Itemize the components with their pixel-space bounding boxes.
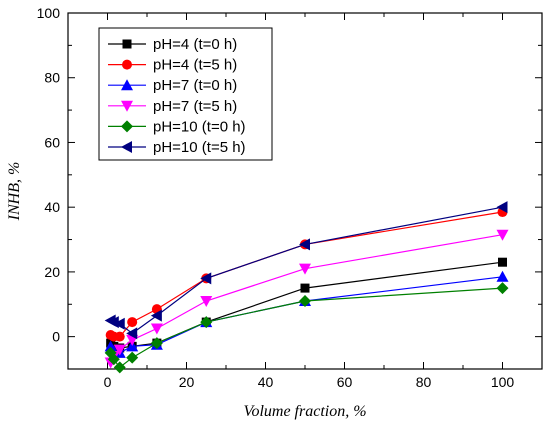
data-point — [300, 283, 310, 293]
series-line — [110, 211, 503, 338]
data-point — [200, 316, 213, 329]
data-point — [107, 353, 120, 366]
legend-marker — [121, 141, 132, 153]
data-point — [113, 361, 126, 374]
legend-box — [98, 27, 273, 161]
series-6 — [104, 201, 508, 340]
data-point — [113, 344, 126, 356]
data-point — [127, 317, 138, 328]
series-5 — [104, 282, 509, 374]
legend-marker — [121, 120, 133, 133]
axis-ticks: 0 20 40 60 80 100 0 20 40 60 80 100 — [37, 5, 543, 390]
y-axis-title: INHB, % — [6, 162, 23, 222]
data-point — [496, 229, 509, 241]
x-tick-label: 0 — [104, 374, 112, 390]
legend-entry-4: pH=7 (t=5 h) — [108, 98, 237, 115]
y-tick-label: 60 — [44, 134, 60, 150]
series-layer — [104, 201, 509, 374]
data-point — [496, 201, 508, 214]
data-point — [299, 263, 311, 275]
legend-label: pH=7 (t=5 h) — [153, 98, 237, 115]
legend-entry-2: pH=4 (t=5 h) — [108, 57, 237, 74]
legend-marker — [121, 100, 133, 112]
data-point — [107, 316, 119, 329]
legend-entry-3: pH=7 (t=0 h) — [108, 77, 237, 94]
y-tick-label: 20 — [44, 264, 60, 280]
data-point — [126, 327, 138, 340]
legend-marker — [121, 79, 133, 91]
x-axis-title: Volume fraction, % — [243, 403, 366, 420]
legend-entry-1: pH=4 (t=0 h) — [108, 36, 237, 53]
data-point — [200, 272, 212, 285]
y-tick-label: 40 — [44, 199, 60, 215]
legend-label: pH=10 (t=5 h) — [153, 139, 246, 156]
data-point — [114, 331, 125, 342]
y-tick-label: 100 — [37, 5, 61, 21]
legend-marker — [122, 39, 132, 49]
x-tick-label: 40 — [258, 374, 274, 390]
data-point — [113, 317, 125, 330]
data-point — [200, 296, 213, 308]
data-point — [150, 323, 163, 335]
legend-entry-5: pH=10 (t=0 h) — [108, 118, 246, 135]
legend: pH=4 (t=0 h) pH=4 (t=5 h) pH=7 (t=0 h) pH=7… — [98, 27, 273, 161]
x-tick-label: 60 — [337, 374, 353, 390]
data-point — [126, 351, 139, 364]
legend-label: pH=4 (t=5 h) — [153, 57, 237, 74]
legend-entry-6: pH=10 (t=5 h) — [108, 139, 246, 156]
series-2 — [105, 207, 508, 342]
data-point — [498, 257, 507, 267]
data-point — [496, 282, 509, 295]
data-point — [496, 270, 509, 282]
x-tick-label: 20 — [179, 374, 195, 390]
legend-marker — [122, 59, 132, 70]
legend-label: pH=4 (t=0 h) — [153, 36, 237, 53]
data-point — [299, 238, 310, 251]
x-tick-label: 100 — [491, 374, 515, 390]
y-tick-label: 0 — [52, 329, 60, 345]
legend-label: pH=10 (t=0 h) — [153, 118, 246, 135]
data-point — [150, 309, 162, 322]
y-tick-label: 80 — [44, 70, 60, 86]
data-point — [299, 295, 311, 308]
x-tick-label: 80 — [416, 374, 432, 390]
data-point — [150, 337, 163, 350]
legend-label: pH=7 (t=0 h) — [153, 77, 237, 94]
